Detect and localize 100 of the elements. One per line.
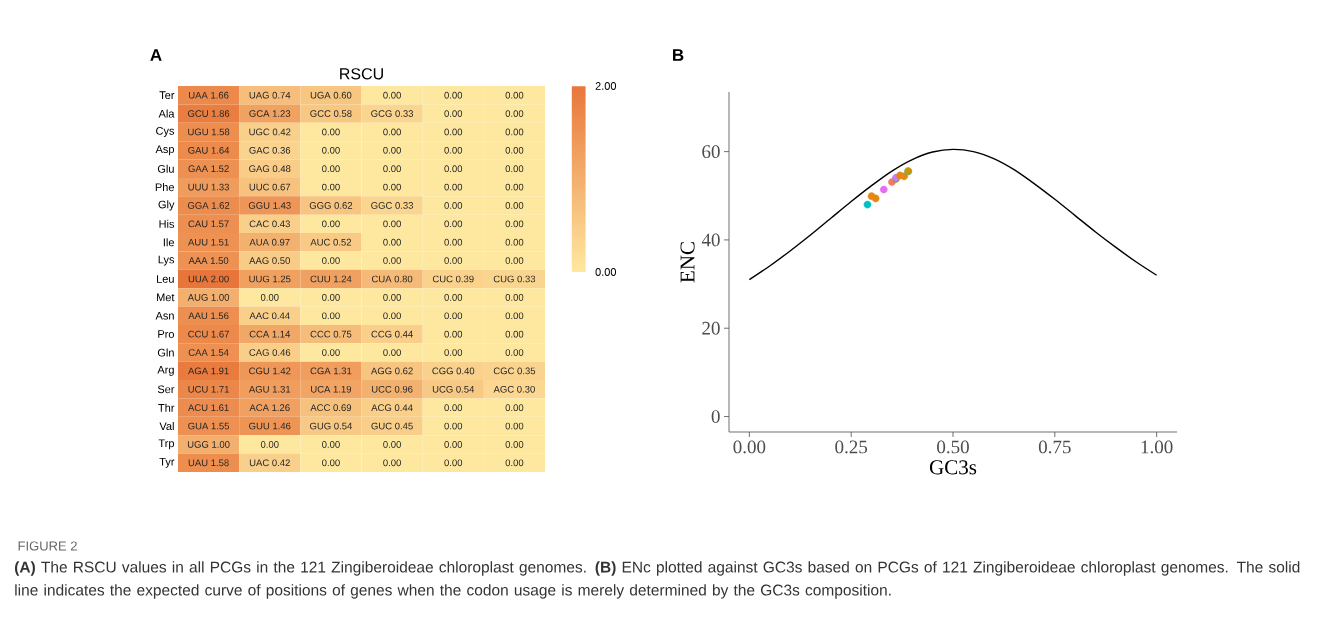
data-label: CUA 0.80 xyxy=(371,275,413,283)
data-label: AAU 1.56 xyxy=(188,312,229,320)
text: A xyxy=(150,49,162,61)
data-label: 0.00 xyxy=(444,404,463,412)
data-label: 0.00 xyxy=(383,294,401,301)
data-label: 0.00 xyxy=(505,146,524,154)
data-label: 0.00 xyxy=(505,404,524,412)
y-tick-label: Ter xyxy=(159,91,175,100)
data-label: UGG 1.00 xyxy=(187,441,230,448)
data-label: GGA 1.62 xyxy=(187,202,230,209)
data-label: 0.00 xyxy=(444,110,463,117)
y-tick-label: Trp xyxy=(158,439,175,450)
x-tick-label: 0.25 xyxy=(835,440,868,454)
y-tick-label: Asp xyxy=(155,145,175,156)
data-label: 0.00 xyxy=(444,238,463,246)
data-label: 0.00 xyxy=(444,257,463,264)
y-tick-label: 60 xyxy=(702,145,720,159)
data-label: 0.00 xyxy=(322,459,340,467)
data-label: 0.00 xyxy=(322,257,340,264)
y-tick-label: 0 xyxy=(711,410,720,423)
data-label: CAG 0.46 xyxy=(249,349,291,356)
data-label: UCA 1.19 xyxy=(311,385,352,393)
data-label: 0.00 xyxy=(322,349,340,356)
data-label: 0.00 xyxy=(444,312,463,320)
data-label: 0.00 xyxy=(383,165,401,173)
data-label: GGC 0.33 xyxy=(371,202,414,209)
data-label: GAU 1.64 xyxy=(188,146,230,154)
data-label: 0.00 xyxy=(444,294,463,301)
data-label: 0.00 xyxy=(505,128,524,136)
data-label: UCC 0.96 xyxy=(371,385,413,393)
data-label: CCA 1.14 xyxy=(249,330,291,338)
data-label: GUC 0.45 xyxy=(371,422,413,430)
x-axis-title: GC3s xyxy=(929,460,977,475)
data-label: CGC 0.35 xyxy=(493,367,536,375)
data-label: 0.00 xyxy=(505,238,524,246)
data-label: CGA 1.31 xyxy=(310,367,352,375)
y-tick-label: Ala xyxy=(158,109,175,118)
data-label: UGA 0.60 xyxy=(310,91,352,99)
data-label: CCG 0.44 xyxy=(371,330,413,338)
x-tick-label: 0.00 xyxy=(733,440,766,454)
data-label: 0.00 xyxy=(322,165,340,173)
y-tick-label: Gln xyxy=(157,348,174,357)
data-label: AGA 1.91 xyxy=(188,367,229,375)
data-label: 0.00 xyxy=(505,165,524,173)
data-label: AAA 1.50 xyxy=(188,257,229,264)
data-label: 0.00 xyxy=(383,183,401,191)
data-label: 0.00 xyxy=(444,349,463,356)
data-label: 0.00 xyxy=(322,183,340,191)
x-tick-label: 0.50 xyxy=(937,440,969,454)
data-label: 0.00 xyxy=(505,91,524,99)
color-bar-label: 0.00 xyxy=(595,268,617,276)
data-label: 0.00 xyxy=(322,146,340,154)
y-tick-label: Phe xyxy=(155,183,174,192)
data-label: AAG 0.50 xyxy=(249,257,290,264)
y-tick-label: Ser xyxy=(157,385,175,394)
data-label: UUA 2.00 xyxy=(188,275,229,283)
data-label: CCU 1.67 xyxy=(188,330,229,338)
data-label: 0.00 xyxy=(444,459,463,467)
data-label: UUC 0.67 xyxy=(249,183,291,191)
data-label: GCG 0.33 xyxy=(371,110,414,117)
data-label: 0.00 xyxy=(505,459,524,467)
data-label: UAU 1.58 xyxy=(188,459,229,467)
data-label: ACU 1.61 xyxy=(188,404,229,412)
y-axis-title: ENC xyxy=(680,242,695,283)
y-tick-label: 40 xyxy=(701,233,720,247)
data-label: 0.00 xyxy=(383,257,401,264)
data-label: 0.00 xyxy=(444,165,463,173)
data-label: 0.00 xyxy=(505,312,524,320)
data-label: GUU 1.46 xyxy=(249,422,291,430)
data-label: 0.00 xyxy=(383,238,401,246)
y-tick-label: Gly xyxy=(158,200,175,211)
text: (A) The RSCU values in all PCGs in the 121 Zingiberoideae chloroplast genomes. (B) ENc plotted against GC3s based on PCGs of 121 Zingiberoideae chloroplast genomes. The solid line indicates the expected curve of positions of genes when the codon usage is merely determined by the GC3s composition. xyxy=(14,561,1300,599)
data-label: ACG 0.44 xyxy=(371,404,413,412)
data-label: CUC 0.39 xyxy=(432,275,474,283)
data-label: 0.00 xyxy=(260,294,279,301)
data-label: GCU 1.86 xyxy=(187,110,230,117)
data-label: AAC 0.44 xyxy=(249,312,290,320)
y-tick-label: Glu xyxy=(157,164,174,173)
data-label: 0.00 xyxy=(444,330,463,338)
data-label: AUG 1.00 xyxy=(187,294,230,301)
data-label: GGG 0.62 xyxy=(309,202,353,209)
data-label: 0.00 xyxy=(383,91,401,99)
data-label: 0.00 xyxy=(505,330,524,338)
data-label: 0.00 xyxy=(505,257,524,264)
data-label: 0.00 xyxy=(444,146,463,154)
y-tick-label: Asn xyxy=(155,311,174,320)
x-tick-label: 1.00 xyxy=(1141,440,1173,454)
data-label: CAC 0.43 xyxy=(249,220,290,228)
data-label: 0.00 xyxy=(505,202,524,209)
data-label: UCG 0.54 xyxy=(432,385,475,393)
data-label: GCC 0.58 xyxy=(310,110,352,117)
data-label: UAG 0.74 xyxy=(249,91,291,99)
data-label: CGG 0.40 xyxy=(432,367,475,375)
data-label: 0.00 xyxy=(322,294,340,301)
data-label: GAG 0.48 xyxy=(249,165,291,173)
data-label: GUG 0.54 xyxy=(310,422,353,430)
data-label: UAC 0.42 xyxy=(249,459,290,467)
data-label: 0.00 xyxy=(444,220,463,228)
data-label: 0.00 xyxy=(505,183,524,191)
y-tick-label: Met xyxy=(157,293,175,302)
